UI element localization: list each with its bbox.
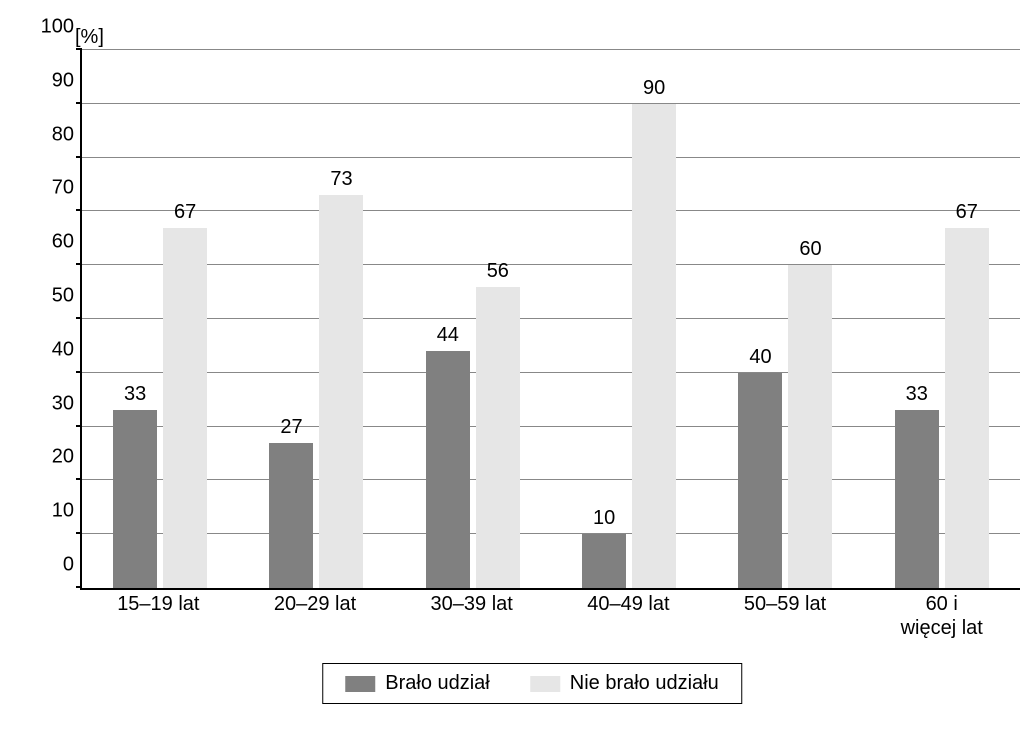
- bar-value-label: 44: [437, 324, 459, 351]
- x-tick-label: 15–19 lat: [80, 592, 237, 640]
- bar-value-label: 56: [487, 260, 509, 287]
- bar-value-label: 10: [593, 507, 615, 534]
- bar-value-label: 40: [749, 346, 771, 373]
- bar-value-label: 67: [174, 201, 196, 228]
- bar-group: 33 67: [864, 50, 1020, 588]
- bar-bralo: 33: [113, 410, 157, 588]
- y-tick-label: 100: [32, 16, 82, 39]
- bar-value-label: 67: [956, 201, 978, 228]
- bar-bralo: 33: [895, 410, 939, 588]
- y-tick-label: 0: [32, 554, 82, 577]
- bar-value-label: 73: [330, 168, 352, 195]
- legend: Brało udział Nie brało udziału: [322, 663, 742, 704]
- bar-value-label: 33: [124, 383, 146, 410]
- x-tick-label: 40–49 lat: [550, 592, 707, 640]
- y-tick-label: 80: [32, 123, 82, 146]
- bar-value-label: 27: [280, 416, 302, 443]
- bar-bralo: 40: [738, 373, 782, 588]
- y-tick-label: 70: [32, 177, 82, 200]
- y-tick-label: 90: [32, 69, 82, 92]
- y-tick-label: 10: [32, 500, 82, 523]
- bar-nie-bralo: 90: [632, 104, 676, 588]
- bar-group: 40 60: [707, 50, 863, 588]
- bar-bralo: 10: [582, 534, 626, 588]
- bar-group: 10 90: [551, 50, 707, 588]
- x-axis-labels: 15–19 lat 20–29 lat 30–39 lat 40–49 lat …: [80, 592, 1020, 640]
- bar-group: 44 56: [395, 50, 551, 588]
- bar-bralo: 27: [269, 443, 313, 588]
- bar-value-label: 33: [906, 383, 928, 410]
- bar-group: 27 73: [238, 50, 394, 588]
- bar-nie-bralo: 56: [476, 287, 520, 588]
- y-tick-label: 50: [32, 285, 82, 308]
- bar-value-label: 60: [799, 238, 821, 265]
- y-tick-label: 30: [32, 392, 82, 415]
- bar-chart: [%] 0 10 20 30 40 50 60 70 80 90 100: [20, 20, 1024, 712]
- bar-nie-bralo: 67: [945, 228, 989, 588]
- bar-nie-bralo: 67: [163, 228, 207, 588]
- x-tick-label: 50–59 lat: [707, 592, 864, 640]
- y-tick-label: 20: [32, 446, 82, 469]
- x-tick-label: 30–39 lat: [393, 592, 550, 640]
- bar-nie-bralo: 73: [319, 195, 363, 588]
- y-tick-label: 60: [32, 231, 82, 254]
- x-tick-label: 60 iwięcej lat: [863, 592, 1020, 640]
- legend-swatch-icon: [530, 676, 560, 692]
- bar-group: 33 67: [82, 50, 238, 588]
- x-tick-label: 20–29 lat: [237, 592, 394, 640]
- bar-value-label: 90: [643, 77, 665, 104]
- bar-nie-bralo: 60: [788, 265, 832, 588]
- bar-groups: 33 67 27 73 44 56: [82, 50, 1020, 588]
- plot-area: 0 10 20 30 40 50 60 70 80 90 100 33 67 2…: [80, 50, 1020, 590]
- y-tick-label: 40: [32, 338, 82, 361]
- legend-swatch-icon: [345, 676, 375, 692]
- bar-bralo: 44: [426, 351, 470, 588]
